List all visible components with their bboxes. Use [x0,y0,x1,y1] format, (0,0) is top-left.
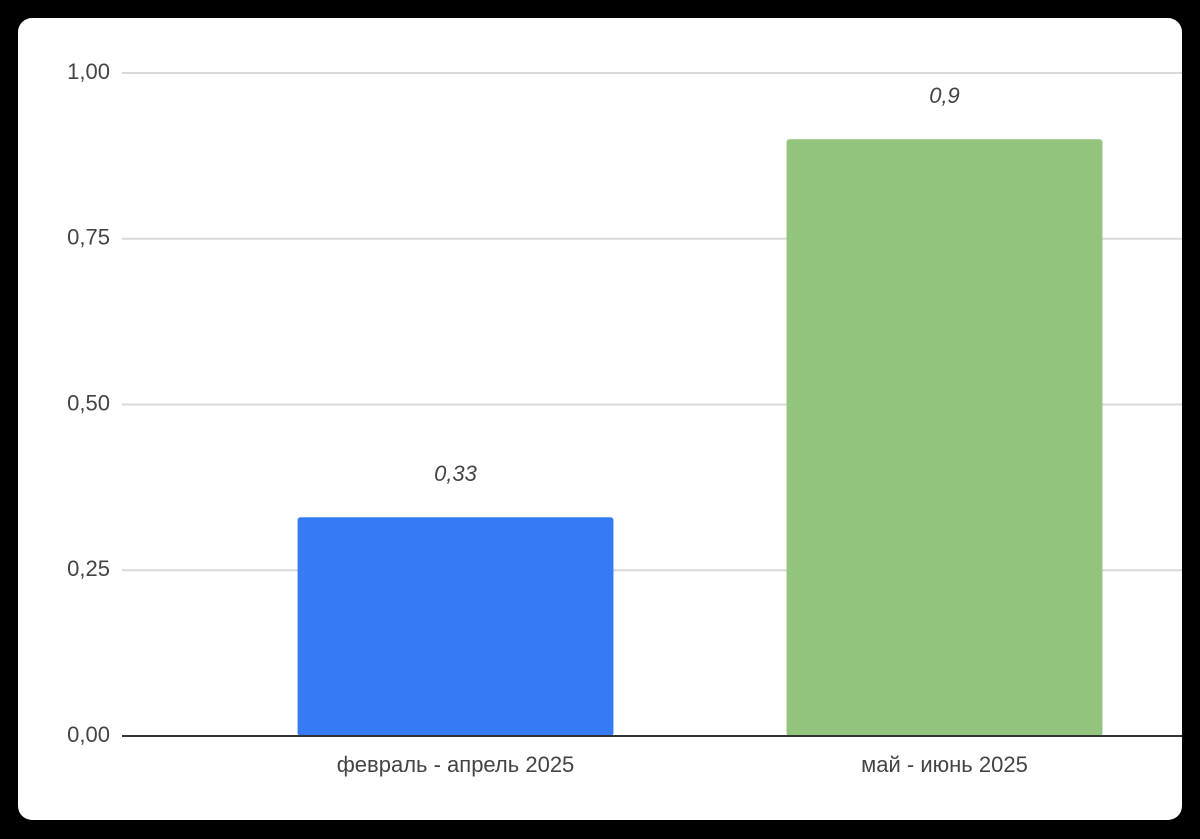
y-tick-label: 0,75 [67,225,110,250]
bar [297,517,614,736]
y-tick-label: 0,25 [67,556,110,581]
data-label: 0,33 [434,461,478,486]
x-tick-label: февраль - апрель 2025 [337,752,575,777]
bar [786,139,1103,737]
y-tick-label: 1,00 [67,59,110,84]
x-tick-label: май - июнь 2025 [861,752,1028,777]
y-tick-label: 0,00 [67,722,110,747]
data-label: 0,9 [929,83,960,108]
y-tick-label: 0,50 [67,390,110,415]
